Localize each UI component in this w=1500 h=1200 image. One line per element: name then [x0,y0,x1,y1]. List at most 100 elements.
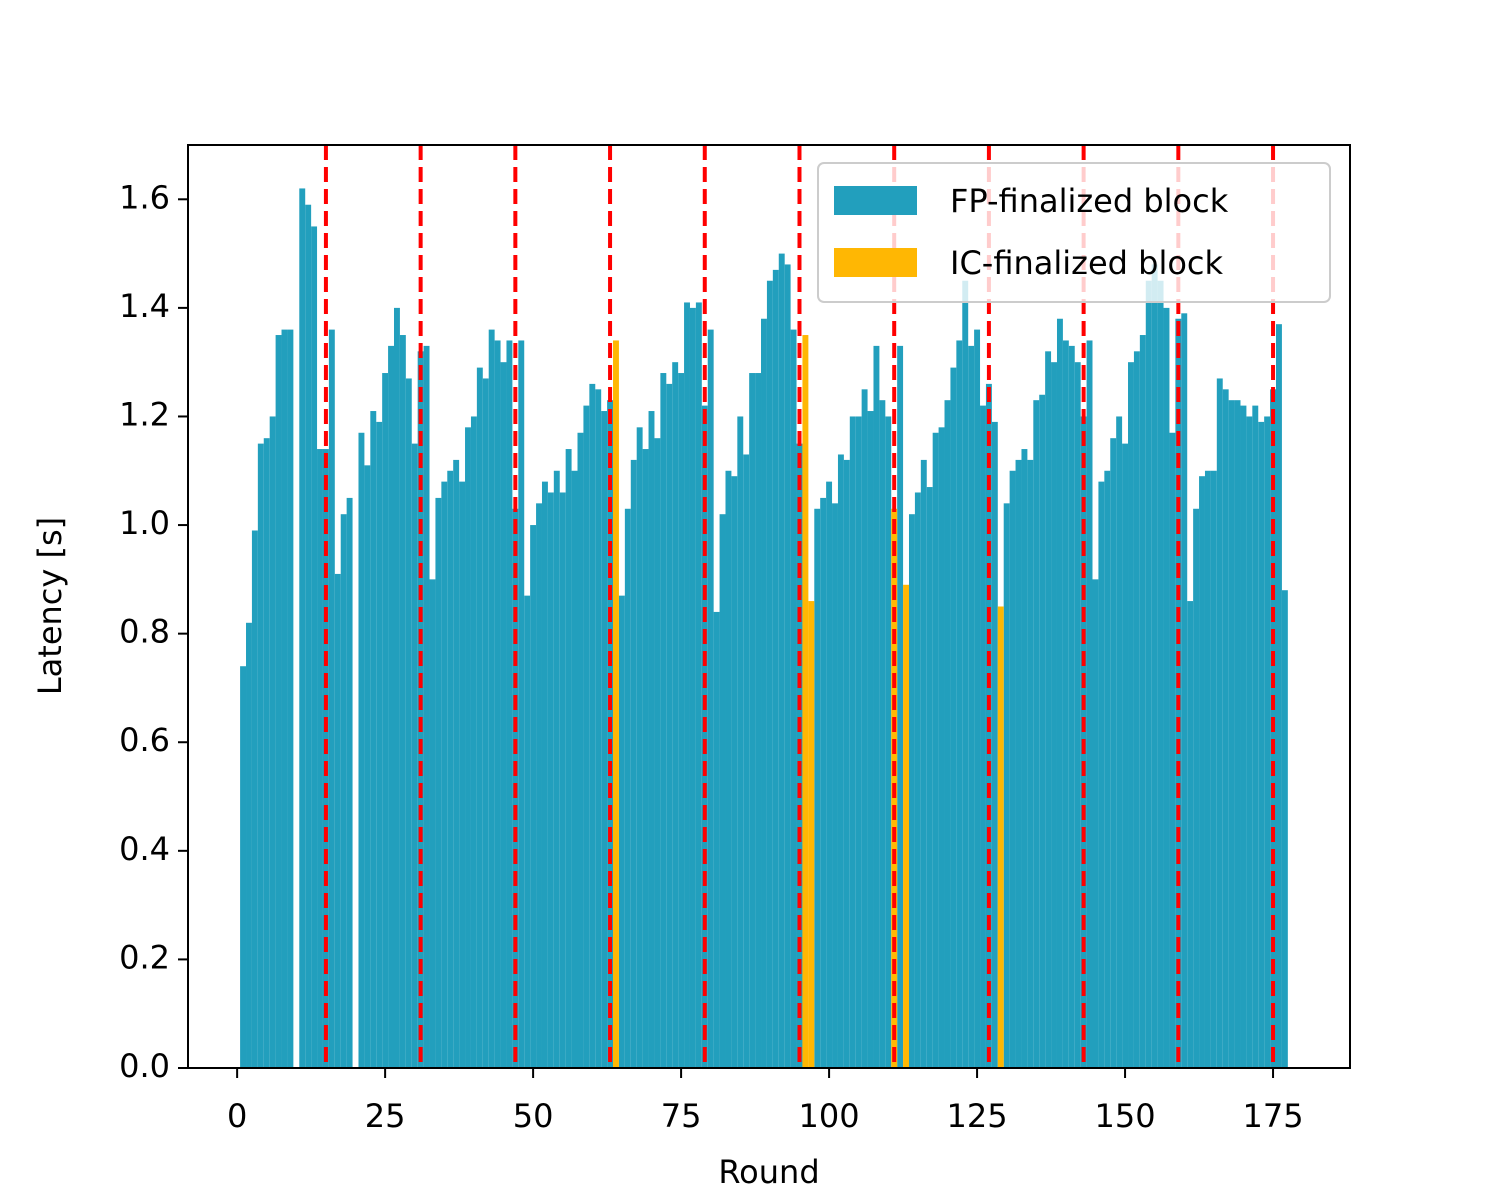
bar [737,416,744,1068]
bar [843,459,850,1068]
bar [689,307,696,1069]
bar [275,335,282,1068]
bar [1045,351,1052,1069]
bar [903,584,909,1068]
bar [382,373,389,1069]
bar [311,226,318,1069]
bar [358,432,365,1069]
bar [897,345,904,1068]
bar [914,492,921,1068]
bar [1003,503,1010,1068]
bar [766,280,773,1068]
bar [328,329,335,1069]
bar [1151,264,1158,1069]
bar [837,454,844,1069]
bar [281,329,288,1069]
bar [370,411,377,1069]
bar [1175,318,1182,1068]
bar [618,595,625,1068]
bar [263,438,270,1068]
bar [1210,470,1217,1068]
bar [778,253,785,1068]
bar [305,204,312,1069]
bar [1234,400,1241,1068]
bar [808,601,815,1068]
bar [583,405,590,1068]
bar [974,329,981,1069]
bar [1056,318,1063,1068]
legend-label: FP-finalized block [950,182,1229,220]
bar [867,411,874,1069]
bar [500,362,507,1068]
bar [695,302,702,1068]
bar [932,432,939,1069]
y-tick-label: 0.4 [119,830,170,868]
y-tick-label: 0.2 [119,938,170,976]
y-tick-label: 1.4 [119,287,170,325]
bar [1128,362,1134,1068]
bar [1157,280,1164,1068]
bar [482,378,489,1068]
bar [784,264,791,1069]
bar [506,340,513,1068]
bar [435,497,442,1069]
bar [1051,362,1057,1068]
bar [885,416,892,1068]
bar [571,470,578,1068]
bar [802,335,809,1068]
y-tick-label: 0.6 [119,721,170,759]
bar [334,573,341,1068]
bar [388,345,394,1068]
bar [743,454,750,1069]
bar [855,416,862,1068]
bar [1133,351,1140,1069]
bar [340,514,347,1068]
bar [423,345,430,1068]
y-tick-label: 0.8 [119,613,170,651]
bar [879,400,886,1068]
bar [299,188,306,1068]
bar [672,362,679,1068]
bar [1110,438,1117,1068]
bar [1098,481,1105,1068]
bar [926,487,933,1068]
bar [796,443,803,1068]
bar [524,595,531,1068]
bar [1163,307,1170,1069]
bar [459,481,466,1068]
bar [453,459,460,1068]
bar [317,449,323,1068]
bar [660,373,667,1069]
bar [470,416,477,1068]
bar [968,345,975,1068]
x-tick-label: 75 [661,1097,702,1135]
bar [1086,340,1093,1068]
bar [251,530,258,1068]
bar [1258,421,1265,1068]
bar [553,470,560,1068]
bar [405,378,412,1068]
bar [1199,476,1205,1069]
bar [1122,443,1129,1068]
bar [731,476,738,1069]
bar [861,389,868,1069]
plot-frame [187,144,1351,1069]
bar [749,373,756,1069]
bar [441,481,448,1068]
bar [684,302,690,1068]
bar [595,389,602,1069]
bar [518,340,525,1068]
bar [1015,459,1022,1068]
bar [713,611,720,1068]
bar [1246,416,1253,1068]
bar [772,269,779,1068]
bar [1009,470,1016,1068]
bar [494,340,501,1068]
bar [1092,579,1099,1068]
bar [944,400,951,1068]
bar [1074,362,1081,1068]
y-axis-label: Latency [s] [31,517,69,695]
bar [678,373,685,1069]
bar [1264,416,1271,1068]
y-tick-label: 0.0 [119,1047,170,1085]
